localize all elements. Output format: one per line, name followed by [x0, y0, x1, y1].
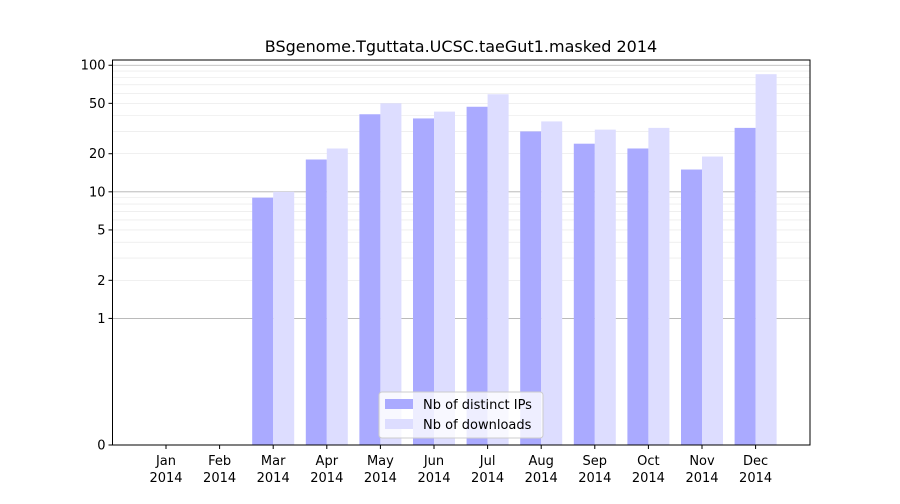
- x-tick-label-month: Jan: [155, 454, 176, 469]
- bar: [359, 114, 381, 445]
- x-tick-label-year: 2014: [203, 471, 236, 486]
- x-tick-label-year: 2014: [149, 471, 182, 486]
- x-tick-label-month: Aug: [529, 454, 554, 469]
- x-tick-label-month: Jul: [479, 454, 496, 469]
- bar: [681, 169, 702, 445]
- y-tick-label: 20: [89, 147, 106, 162]
- bar: [487, 94, 509, 446]
- bar: [434, 111, 455, 445]
- bar: [702, 156, 723, 446]
- legend: Nb of distinct IPs Nb of downloads: [378, 391, 544, 439]
- bar: [755, 74, 777, 446]
- bar: [648, 127, 670, 445]
- y-tick-label: 100: [81, 59, 106, 74]
- x-tick-label-month: Nov: [689, 454, 715, 469]
- x-tick-label-month: Jun: [423, 454, 444, 469]
- chart-title: BSgenome.Tguttata.UCSC.taeGut1.masked 20…: [265, 37, 657, 56]
- x-tick-label-year: 2014: [525, 471, 558, 486]
- bar: [273, 191, 295, 445]
- x-tick-label-year: 2014: [739, 471, 772, 486]
- plot-frame: [112, 59, 811, 446]
- bar: [326, 148, 348, 445]
- x-tick-label-year: 2014: [364, 471, 397, 486]
- x-tick-label-year: 2014: [310, 471, 343, 486]
- bar: [466, 106, 488, 445]
- y-tick-label: 2: [97, 274, 105, 289]
- bar: [380, 103, 402, 445]
- y-tick-label: 0: [97, 439, 105, 454]
- x-tick-label-month: Sep: [583, 454, 608, 469]
- y-tick-label: 50: [89, 97, 106, 112]
- x-tick-label-year: 2014: [632, 471, 665, 486]
- x-tick-label-month: Feb: [208, 454, 231, 469]
- y-tick-label: 1: [97, 312, 105, 327]
- legend-swatch: [385, 419, 413, 429]
- x-tick-label-month: Mar: [261, 454, 286, 469]
- bar: [541, 121, 563, 445]
- y-tick-label: 5: [97, 223, 105, 238]
- legend-swatch: [385, 399, 413, 409]
- x-tick-label-month: Dec: [743, 454, 768, 469]
- bar: [252, 197, 274, 445]
- x-tick-label-month: Apr: [316, 454, 339, 469]
- x-tick-label-year: 2014: [578, 471, 611, 486]
- bars: [252, 74, 777, 446]
- bar: [627, 148, 649, 445]
- x-tick-label-year: 2014: [417, 471, 450, 486]
- x-tick-label-month: Oct: [637, 454, 659, 469]
- x-tick-label-year: 2014: [257, 471, 290, 486]
- x-tick-label-month: May: [367, 454, 394, 469]
- x-tick-label-year: 2014: [685, 471, 718, 486]
- legend-box: [378, 391, 544, 439]
- bar: [594, 129, 616, 445]
- legend-label: Nb of distinct IPs: [423, 398, 532, 413]
- x-axis: Jan 2014 Feb 2014 Mar 2014 Apr 2014 May 2014 Jun 20…: [149, 445, 772, 486]
- x-tick-label-year: 2014: [471, 471, 504, 486]
- y-tick-label: 10: [89, 185, 106, 200]
- bar: [734, 127, 756, 445]
- bar: [413, 118, 434, 445]
- bar: [520, 131, 542, 445]
- bar: [305, 159, 327, 445]
- y-axis: 0 1 2 5 10 20 50 100: [81, 59, 113, 454]
- legend-label: Nb of downloads: [423, 418, 532, 433]
- bar: [573, 143, 595, 445]
